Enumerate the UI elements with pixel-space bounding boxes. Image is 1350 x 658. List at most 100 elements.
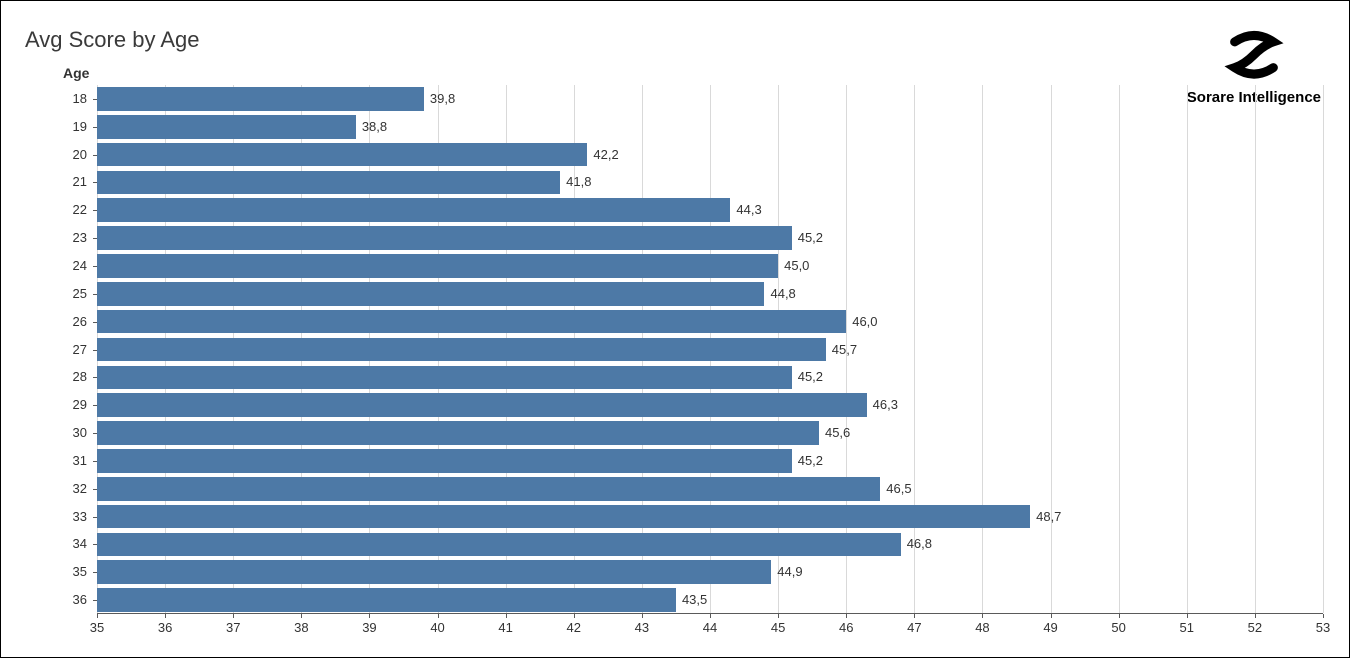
y-tick-mark bbox=[93, 600, 97, 601]
y-tick-label: 21 bbox=[63, 174, 87, 189]
y-tick-label: 31 bbox=[63, 453, 87, 468]
x-tick-mark bbox=[574, 614, 575, 618]
bar bbox=[97, 421, 819, 445]
y-tick-label: 22 bbox=[63, 202, 87, 217]
bar bbox=[97, 143, 587, 167]
bar-value-label: 44,9 bbox=[777, 564, 802, 579]
y-tick-mark bbox=[93, 377, 97, 378]
y-tick-label: 23 bbox=[63, 230, 87, 245]
y-tick-label: 30 bbox=[63, 425, 87, 440]
x-tick-label: 45 bbox=[771, 620, 785, 635]
bar-value-label: 45,7 bbox=[832, 342, 857, 357]
bar-value-label: 38,8 bbox=[362, 119, 387, 134]
bar bbox=[97, 87, 424, 111]
x-tick-mark bbox=[846, 614, 847, 618]
bar bbox=[97, 310, 846, 334]
bar-value-label: 45,2 bbox=[798, 230, 823, 245]
chart-title: Avg Score by Age bbox=[25, 27, 200, 53]
bar-value-label: 39,8 bbox=[430, 91, 455, 106]
y-tick-label: 26 bbox=[63, 314, 87, 329]
x-tick-mark bbox=[165, 614, 166, 618]
bar-value-label: 46,3 bbox=[873, 397, 898, 412]
bar-value-label: 45,2 bbox=[798, 369, 823, 384]
gridline bbox=[1187, 85, 1188, 613]
bar bbox=[97, 477, 880, 501]
bar-value-label: 44,8 bbox=[770, 286, 795, 301]
x-tick-label: 39 bbox=[362, 620, 376, 635]
y-tick-mark bbox=[93, 127, 97, 128]
bar bbox=[97, 115, 356, 139]
y-tick-label: 28 bbox=[63, 369, 87, 384]
x-tick-label: 41 bbox=[498, 620, 512, 635]
bar-value-label: 45,2 bbox=[798, 453, 823, 468]
y-tick-mark bbox=[93, 322, 97, 323]
y-tick-label: 29 bbox=[63, 397, 87, 412]
y-tick-mark bbox=[93, 238, 97, 239]
y-tick-label: 36 bbox=[63, 592, 87, 607]
y-tick-label: 18 bbox=[63, 91, 87, 106]
bar bbox=[97, 198, 730, 222]
x-tick-mark bbox=[642, 614, 643, 618]
y-tick-mark bbox=[93, 155, 97, 156]
bar bbox=[97, 588, 676, 612]
y-tick-mark bbox=[93, 544, 97, 545]
bar-value-label: 48,7 bbox=[1036, 509, 1061, 524]
bar-value-label: 46,5 bbox=[886, 481, 911, 496]
x-tick-label: 49 bbox=[1043, 620, 1057, 635]
bar-value-label: 45,6 bbox=[825, 425, 850, 440]
y-tick-label: 35 bbox=[63, 564, 87, 579]
y-tick-mark bbox=[93, 517, 97, 518]
y-tick-label: 19 bbox=[63, 119, 87, 134]
x-tick-label: 43 bbox=[635, 620, 649, 635]
bar-value-label: 41,8 bbox=[566, 174, 591, 189]
bar bbox=[97, 393, 867, 417]
bar-value-label: 46,8 bbox=[907, 536, 932, 551]
x-tick-mark bbox=[97, 614, 98, 618]
bar bbox=[97, 226, 792, 250]
y-tick-label: 24 bbox=[63, 258, 87, 273]
y-tick-label: 32 bbox=[63, 481, 87, 496]
x-tick-mark bbox=[1119, 614, 1120, 618]
bar bbox=[97, 533, 901, 557]
sorare-s-icon bbox=[1220, 29, 1288, 87]
bar-value-label: 45,0 bbox=[784, 258, 809, 273]
y-tick-mark bbox=[93, 182, 97, 183]
x-tick-label: 46 bbox=[839, 620, 853, 635]
x-tick-mark bbox=[506, 614, 507, 618]
y-tick-mark bbox=[93, 99, 97, 100]
x-tick-label: 38 bbox=[294, 620, 308, 635]
bar bbox=[97, 449, 792, 473]
y-tick-label: 34 bbox=[63, 536, 87, 551]
bar bbox=[97, 366, 792, 390]
y-tick-mark bbox=[93, 572, 97, 573]
x-tick-mark bbox=[1051, 614, 1052, 618]
x-tick-mark bbox=[914, 614, 915, 618]
x-tick-label: 52 bbox=[1248, 620, 1262, 635]
y-tick-mark bbox=[93, 433, 97, 434]
y-tick-label: 33 bbox=[63, 509, 87, 524]
bar-value-label: 46,0 bbox=[852, 314, 877, 329]
bar bbox=[97, 560, 771, 584]
bar-value-label: 44,3 bbox=[736, 202, 761, 217]
x-tick-mark bbox=[233, 614, 234, 618]
bar-value-label: 43,5 bbox=[682, 592, 707, 607]
y-tick-mark bbox=[93, 461, 97, 462]
x-tick-mark bbox=[982, 614, 983, 618]
gridline bbox=[982, 85, 983, 613]
x-tick-label: 37 bbox=[226, 620, 240, 635]
x-tick-mark bbox=[1323, 614, 1324, 618]
gridline bbox=[1323, 85, 1324, 613]
x-tick-label: 47 bbox=[907, 620, 921, 635]
x-tick-mark bbox=[710, 614, 711, 618]
plot-area: 39,838,842,241,844,345,245,044,846,045,7… bbox=[97, 85, 1323, 614]
y-tick-mark bbox=[93, 489, 97, 490]
gridline bbox=[914, 85, 915, 613]
x-tick-mark bbox=[438, 614, 439, 618]
gridline bbox=[1255, 85, 1256, 613]
y-tick-mark bbox=[93, 294, 97, 295]
x-tick-mark bbox=[1255, 614, 1256, 618]
x-tick-label: 53 bbox=[1316, 620, 1330, 635]
bar bbox=[97, 254, 778, 278]
x-tick-label: 40 bbox=[430, 620, 444, 635]
gridline bbox=[1051, 85, 1052, 613]
